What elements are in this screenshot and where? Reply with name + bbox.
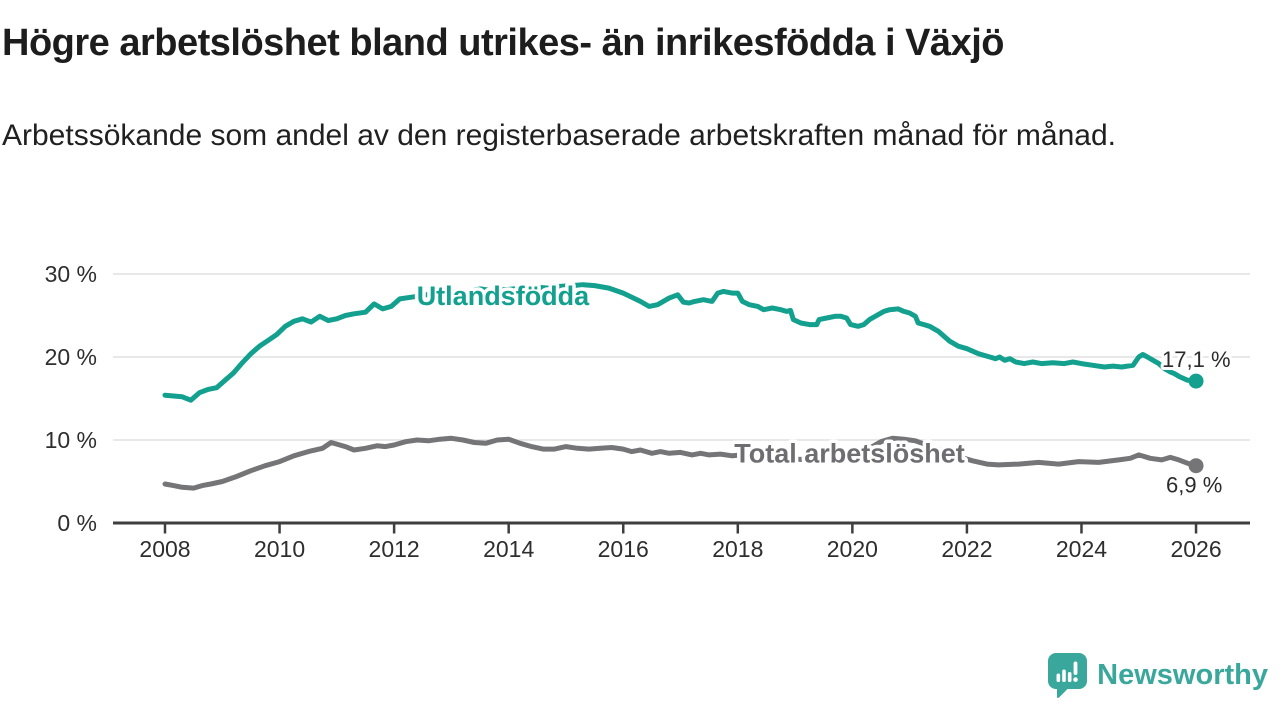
page-title: Högre arbetslöshet bland utrikes- än inr… [2, 22, 1004, 64]
x-tick-label: 2018 [712, 536, 763, 562]
x-tick-label: 2020 [827, 536, 878, 562]
newsworthy-logo-icon [1046, 652, 1088, 699]
line-chart: 0 % 10 % 20 % 30 % 2008 2010 2012 2014 2016 2018 2… [45, 261, 1250, 562]
series-end-dot [1188, 373, 1204, 389]
series-label: Utlandsfödda [417, 281, 590, 311]
x-tick-label: 2026 [1170, 536, 1221, 562]
y-tick-label: 0 % [57, 510, 97, 536]
y-tick-label: 30 % [45, 261, 97, 287]
x-tick-label: 2016 [598, 536, 649, 562]
x-tick-label: 2024 [1056, 536, 1107, 562]
y-tick-label: 20 % [45, 344, 97, 370]
y-tick-label: 10 % [45, 427, 97, 453]
series-line [162, 282, 1199, 403]
series-line [162, 435, 1199, 491]
x-tick-label: 2014 [483, 536, 534, 562]
x-tick-label: 2012 [369, 536, 420, 562]
brand-logo[interactable]: Newsworthy [1046, 650, 1268, 700]
end-value-label: 6,9 % [1166, 473, 1222, 498]
x-tick-label: 2022 [941, 536, 992, 562]
x-tick-label: 2008 [139, 536, 190, 562]
chart-subtitle: Arbetssökande som andel av den registerb… [2, 119, 1116, 152]
x-tick-label: 2010 [254, 536, 305, 562]
series-label: Total arbetslöshet [734, 438, 965, 468]
series-end-dot [1188, 458, 1204, 474]
brand-name: Newsworthy [1097, 658, 1268, 691]
end-value-label: 17,1 % [1162, 347, 1231, 372]
